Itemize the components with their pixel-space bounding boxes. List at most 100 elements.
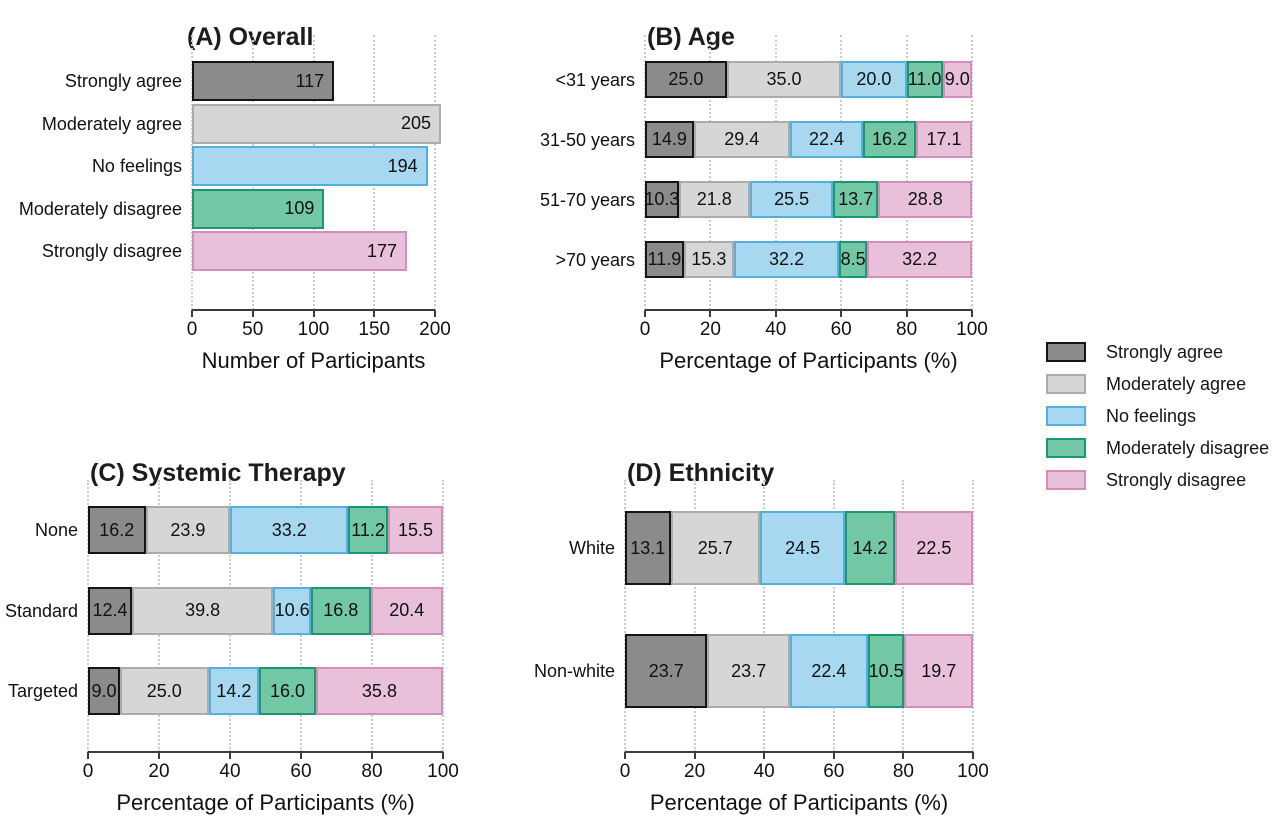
gridline <box>902 480 905 752</box>
bar-segment: 35.8 <box>315 667 443 715</box>
bar-segment: 29.4 <box>693 121 790 158</box>
bar-segment: 11.0 <box>906 61 943 98</box>
axis-tick <box>763 752 766 759</box>
bar-segment: 19.7 <box>904 634 973 708</box>
bar-value-label: 177 <box>367 240 398 261</box>
axis-tick-label: 100 <box>427 761 459 782</box>
bar-segment: 117 <box>192 61 335 101</box>
bar-segment: 16.0 <box>259 667 316 715</box>
bar-value-label: 117 <box>295 70 325 91</box>
axis-tick <box>905 310 908 317</box>
category-label: No feelings <box>91 156 182 176</box>
axis-tick-label: 150 <box>358 319 391 340</box>
chart-b-xaxis-label: Percentage of Participants (%) <box>659 348 958 373</box>
chart-b-canvas: 0 20 40 60 80 100 25.0 35.0 20.0 11.0 9.0 14.9 29.4 2… <box>520 0 1040 410</box>
bar-segment: 15.5 <box>387 506 443 554</box>
bar-segment: 24.5 <box>760 511 846 585</box>
gridline <box>774 35 777 310</box>
bar-value-label: 10.3 <box>644 189 680 209</box>
bar-segment: 32.2 <box>733 241 840 278</box>
gridline <box>763 480 766 752</box>
bar-value-label: 25.7 <box>697 537 733 558</box>
bar-segment: 9.0 <box>942 61 972 98</box>
bar-value-label: 14.9 <box>651 129 687 149</box>
axis-tick <box>693 752 696 759</box>
gridline <box>832 480 835 752</box>
bar-segment: 14.2 <box>208 667 260 715</box>
axis-tick-label: 50 <box>242 319 264 340</box>
legend-item-strongly-disagree: Strongly disagree <box>1046 464 1269 496</box>
axis-tick-label: 20 <box>684 761 706 782</box>
axis-tick-label: 60 <box>830 319 852 340</box>
bar-value-label: 25.0 <box>146 680 182 701</box>
bar-value-label: 23.7 <box>731 660 767 681</box>
bar-value-label: 25.5 <box>774 189 810 209</box>
axis-tick <box>434 310 436 317</box>
bar-segment: 32.2 <box>867 241 973 278</box>
axis-tick <box>373 310 376 317</box>
bar-segment: 28.8 <box>878 181 973 218</box>
axis-tick <box>300 752 302 759</box>
plot-area: 0 20 40 60 80 100 25.0 35.0 20.0 11.0 9.0 14.9 29.4 2… <box>640 35 988 340</box>
bar-value-label: 15.3 <box>691 249 727 269</box>
bar-segment: 22.4 <box>789 121 864 158</box>
axis-tick-label: 100 <box>956 319 988 340</box>
bar-value-label: 109 <box>284 198 315 218</box>
bar-value-label: 13.7 <box>838 189 874 209</box>
bar-segment: 17.1 <box>916 121 972 158</box>
bar-value-label: 11.9 <box>647 249 682 269</box>
bar-segment: 35.0 <box>726 61 842 98</box>
bar-segment: 109 <box>192 188 325 229</box>
axis-tick-label: 80 <box>892 761 914 782</box>
gridline <box>442 480 444 752</box>
plot-area: 0 50 100 150 200 117 205 194 109 177 <box>187 35 451 340</box>
bar-segment: 14.9 <box>645 121 694 158</box>
bar-segment: 33.2 <box>230 506 349 554</box>
legend-label: No feelings <box>1106 405 1197 426</box>
bar-value-label: 194 <box>387 155 418 176</box>
chart-d-canvas: 0 20 40 60 80 100 13.1 25.7 24.5 14.2 22.5 23.7 23.7… <box>520 430 1040 820</box>
axis-tick <box>312 310 315 317</box>
legend-item-strongly-agree: Strongly agree <box>1046 336 1269 368</box>
axis-tick <box>158 752 160 759</box>
axis-tick-label: 100 <box>297 319 330 340</box>
axis-tick-label: 60 <box>823 761 845 782</box>
chart-d-title: (D) Ethnicity <box>627 458 775 487</box>
plot-area: 0 20 40 60 80 100 16.2 23.9 33.2 11.2 15.5 12.4 39.8… <box>83 480 459 782</box>
gridline <box>971 35 973 310</box>
axis-tick <box>191 310 193 317</box>
bar-value-label: 9.0 <box>944 69 970 89</box>
legend-item-moderately-agree: Moderately agree <box>1046 368 1269 400</box>
bar-segment: 23.7 <box>625 634 708 708</box>
bar-segment: 16.2 <box>863 121 917 158</box>
bar-segment: 10.3 <box>644 181 680 218</box>
bar-value-label: 33.2 <box>271 519 307 540</box>
axis-tick <box>442 752 444 759</box>
bar-value-label: 29.4 <box>724 129 760 149</box>
category-label: Targeted <box>7 681 78 701</box>
bar-value-label: 10.5 <box>868 660 904 681</box>
axis-tick-label: 60 <box>290 761 312 782</box>
chart-a-canvas: 0 50 100 150 200 117 205 194 109 177 Strongly agre… <box>0 0 520 410</box>
bar-value-label: 20.0 <box>856 69 892 89</box>
bar-value-label: 14.2 <box>216 680 252 701</box>
bar-segment: 25.7 <box>670 511 760 585</box>
axis-tick-label: 0 <box>639 319 651 340</box>
bar-value-label: 16.8 <box>323 600 359 620</box>
bar-value-label: 12.4 <box>92 600 128 620</box>
legend-label: Strongly agree <box>1106 341 1224 362</box>
bar-value-label: 39.8 <box>185 600 221 620</box>
axis-tick <box>229 752 231 759</box>
bar-segment: 12.4 <box>88 586 133 635</box>
category-label: <31 years <box>555 69 635 90</box>
chart-c-xaxis-label: Percentage of Participants (%) <box>116 790 415 815</box>
axis-tick-label: 20 <box>699 319 721 340</box>
legend-swatch-strongly-agree <box>1046 342 1086 362</box>
axis-tick-label: 40 <box>765 319 787 340</box>
bar-value-label: 11.0 <box>907 69 942 89</box>
panel-d-ethnicity: (D) Ethnicity 0 20 40 60 80 100 13.1 25.7 24.5 14… <box>520 430 1040 820</box>
axis-tick <box>371 752 373 759</box>
bar-value-label: 16.2 <box>99 519 135 540</box>
bar-value-label: 22.4 <box>811 660 847 681</box>
axis-tick <box>709 310 712 317</box>
